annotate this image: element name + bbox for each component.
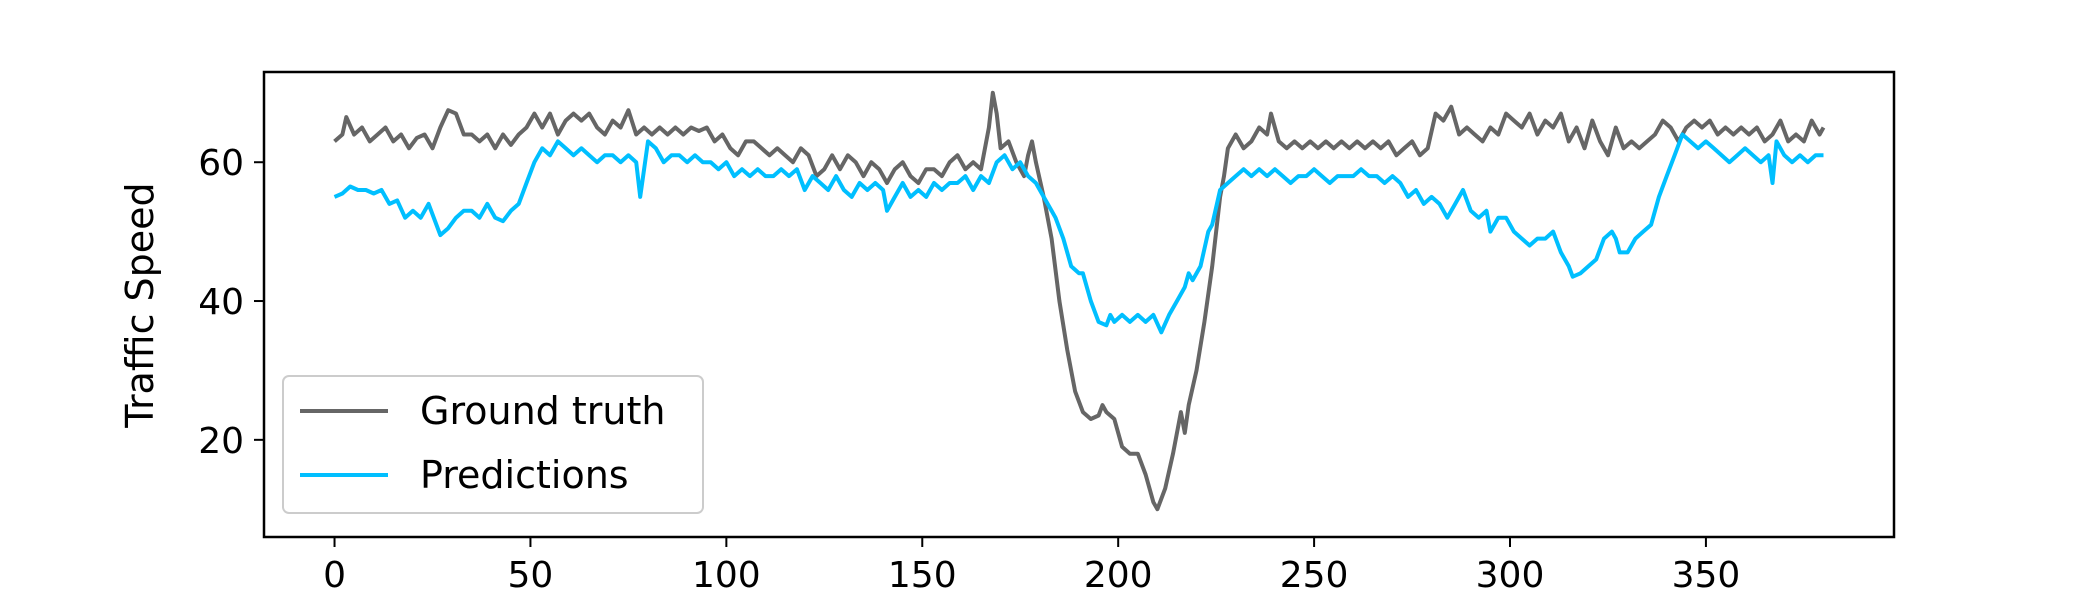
legend-label-predictions: Predictions [420, 453, 629, 497]
x-tick-label: 350 [1672, 555, 1741, 596]
series-line-predictions [333, 132, 1824, 335]
x-tick-label: 300 [1476, 555, 1545, 596]
x-tick-label: 0 [323, 555, 346, 596]
x-tick-label: 50 [508, 555, 554, 596]
x-tick-label: 200 [1084, 555, 1153, 596]
plot-frame [262, 70, 1896, 539]
x-tick-label: 100 [692, 555, 761, 596]
x-tick-label: 150 [888, 555, 957, 596]
legend-label-ground-truth: Ground truth [420, 389, 665, 433]
y-tick-label: 20 [198, 421, 244, 462]
y-axis-label: Traffic Speed [118, 182, 162, 428]
x-tick-label: 250 [1280, 555, 1349, 596]
y-tick-label: 60 [198, 143, 244, 184]
y-tick-label: 40 [198, 282, 244, 323]
series-line-ground-truth [333, 90, 1826, 512]
legend: Ground truth Predictions [282, 375, 704, 514]
